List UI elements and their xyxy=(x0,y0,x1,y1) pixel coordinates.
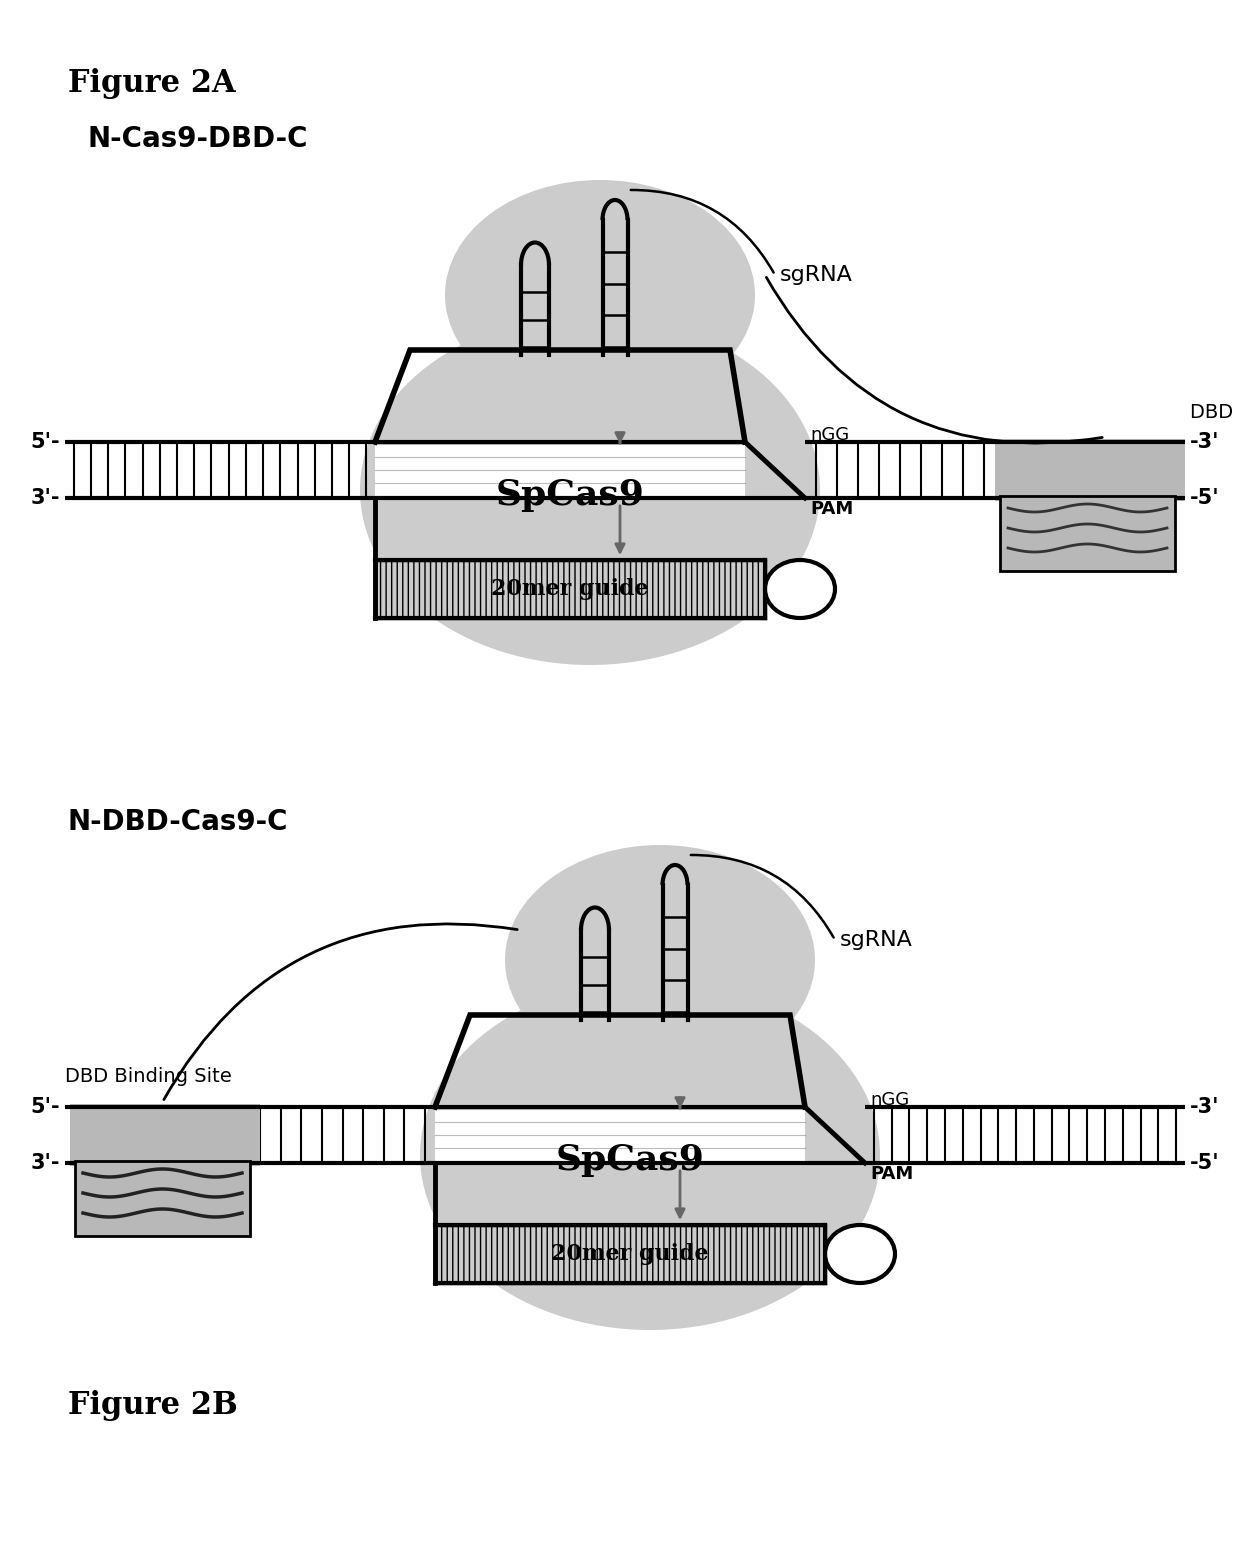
FancyArrowPatch shape xyxy=(631,190,774,273)
Ellipse shape xyxy=(420,980,880,1330)
Text: PAM: PAM xyxy=(810,500,853,518)
Text: 3'-: 3'- xyxy=(31,1153,60,1173)
Bar xyxy=(999,495,1176,571)
Text: N-DBD-Cas9-C: N-DBD-Cas9-C xyxy=(68,809,289,836)
Bar xyxy=(374,441,745,498)
Text: Figure 2B: Figure 2B xyxy=(68,1390,238,1421)
Bar xyxy=(374,560,765,619)
Text: 20mer guide: 20mer guide xyxy=(491,579,649,600)
Text: DBD Binding Site: DBD Binding Site xyxy=(64,1068,232,1086)
Text: nGG: nGG xyxy=(810,426,849,444)
Text: -5': -5' xyxy=(1190,488,1220,508)
Text: nGG: nGG xyxy=(870,1091,909,1109)
Bar xyxy=(435,1225,825,1282)
Bar xyxy=(74,1160,250,1236)
Bar xyxy=(994,440,1185,501)
Text: 5'-: 5'- xyxy=(30,432,60,452)
Text: -5': -5' xyxy=(1190,1153,1220,1173)
Text: 20mer guide: 20mer guide xyxy=(552,1244,709,1265)
Ellipse shape xyxy=(505,846,815,1075)
Text: sgRNA: sgRNA xyxy=(839,930,913,950)
Text: SpCas9: SpCas9 xyxy=(496,478,645,512)
Bar xyxy=(435,1225,825,1282)
Text: 3'-: 3'- xyxy=(31,488,60,508)
Text: -3': -3' xyxy=(1190,432,1219,452)
FancyArrowPatch shape xyxy=(766,278,1102,443)
Bar xyxy=(69,1103,260,1167)
Ellipse shape xyxy=(360,315,820,665)
Text: SpCas9: SpCas9 xyxy=(556,1143,704,1177)
Text: N-Cas9-DBD-C: N-Cas9-DBD-C xyxy=(88,125,309,153)
Text: 5'-: 5'- xyxy=(30,1097,60,1117)
Ellipse shape xyxy=(825,1225,895,1282)
Ellipse shape xyxy=(445,181,755,410)
Bar xyxy=(374,560,765,619)
Text: -3': -3' xyxy=(1190,1097,1219,1117)
Text: Figure 2A: Figure 2A xyxy=(68,68,236,99)
FancyArrowPatch shape xyxy=(164,924,517,1100)
Text: DBD Binding Site: DBD Binding Site xyxy=(1190,403,1240,421)
FancyArrowPatch shape xyxy=(691,855,833,938)
Text: sgRNA: sgRNA xyxy=(780,265,853,285)
Bar xyxy=(435,1106,805,1163)
Ellipse shape xyxy=(765,560,835,619)
Text: PAM: PAM xyxy=(870,1165,913,1183)
